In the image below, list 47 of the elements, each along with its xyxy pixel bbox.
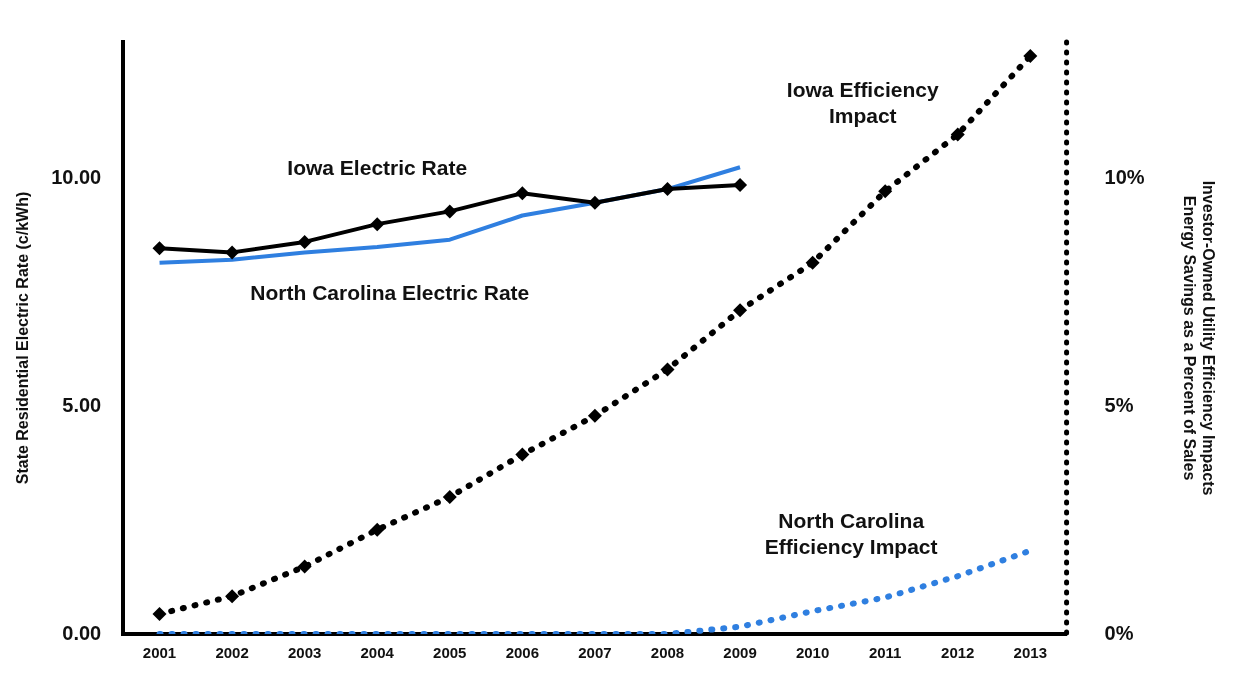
point (370, 522, 385, 537)
x-tick-label: 2011 (868, 644, 902, 662)
y-axis-title: State Residential Electric Rate (c/kWh) (14, 191, 32, 485)
x-tick-label: 2002 (215, 644, 249, 662)
point (152, 241, 167, 256)
point (660, 182, 675, 197)
point (225, 589, 240, 604)
y-tick-label: 10.00 (51, 166, 102, 189)
y2-tick-label: 0% (1104, 621, 1134, 644)
y2-tick-label: 5% (1104, 393, 1134, 416)
point (950, 127, 965, 142)
x-tick-label: 2013 (1013, 644, 1047, 662)
x-tick-label: 2008 (650, 644, 685, 662)
point (733, 303, 748, 318)
x-tick-label: 2001 (142, 644, 177, 662)
point (442, 204, 457, 219)
point (878, 184, 893, 199)
x-tick-label: 2012 (941, 644, 975, 662)
y-tick-label: 5.00 (62, 393, 102, 416)
x-tick-label: 2005 (433, 644, 467, 662)
x-tick-label: 2006 (505, 644, 540, 662)
y2-axis-title: Investor-Owned Utility Efficiency Impacts Energy Savings as a Percent of Sales (1180, 180, 1217, 496)
point (297, 234, 312, 249)
point (587, 408, 602, 423)
x-tick-label: 2007 (578, 644, 612, 662)
series-label: Iowa Efficiency Impact (786, 78, 939, 128)
point (805, 255, 820, 270)
point (660, 362, 675, 377)
x-tick-label: 2004 (360, 644, 395, 662)
series-label: North Carolina Efficiency Impact (764, 509, 938, 559)
point (733, 177, 748, 192)
series-label: Iowa Electric Rate (287, 155, 468, 179)
point (515, 186, 530, 201)
point (297, 559, 312, 574)
x-tick-label: 2003 (287, 644, 322, 662)
point (587, 195, 602, 210)
point (1023, 49, 1038, 64)
point (370, 217, 385, 232)
point (515, 447, 530, 462)
y-tick-label: 0.00 (62, 621, 102, 644)
point (442, 489, 457, 504)
x-tick-label: 2010 (795, 644, 830, 662)
series-label: North Carolina Electric Rate (250, 281, 530, 305)
y2-tick-label: 10% (1104, 166, 1145, 189)
x-tick-label: 2009 (723, 644, 757, 662)
point (225, 245, 240, 260)
point (152, 606, 167, 621)
